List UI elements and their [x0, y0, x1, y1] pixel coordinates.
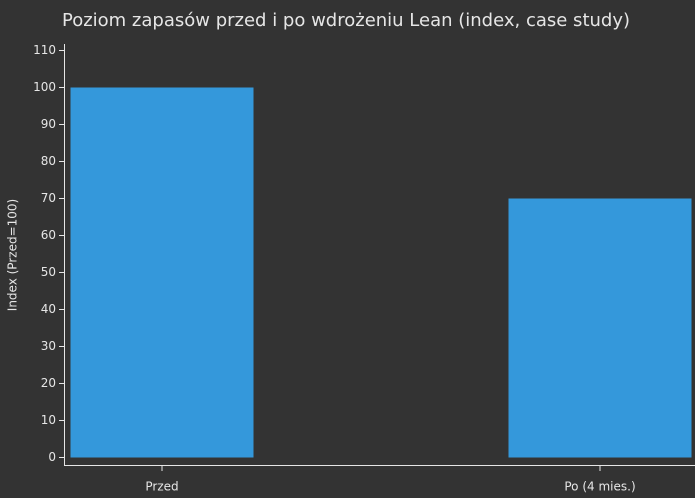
y-tick-label: 40 [41, 302, 56, 316]
chart-title: Poziom zapasów przed i po wdrożeniu Lean… [62, 10, 630, 31]
x-tick-label: Po (4 mies.) [564, 480, 635, 494]
y-tick-label: 90 [41, 117, 56, 131]
y-tick-label: 100 [33, 80, 56, 94]
y-tick-label: 50 [41, 265, 56, 279]
y-axis-label: Index (Przed=100) [6, 199, 20, 311]
y-tick-label: 70 [41, 191, 56, 205]
y-tick-label: 60 [41, 228, 56, 242]
x-tick-label: Przed [145, 480, 178, 494]
y-tick-label: 0 [48, 450, 56, 464]
y-tick-label: 80 [41, 154, 56, 168]
bar [70, 87, 254, 458]
y-tick-label: 10 [41, 413, 56, 427]
bar [508, 198, 692, 458]
y-tick-label: 20 [41, 376, 56, 390]
y-tick-label: 110 [33, 43, 56, 57]
y-tick-label: 30 [41, 339, 56, 353]
